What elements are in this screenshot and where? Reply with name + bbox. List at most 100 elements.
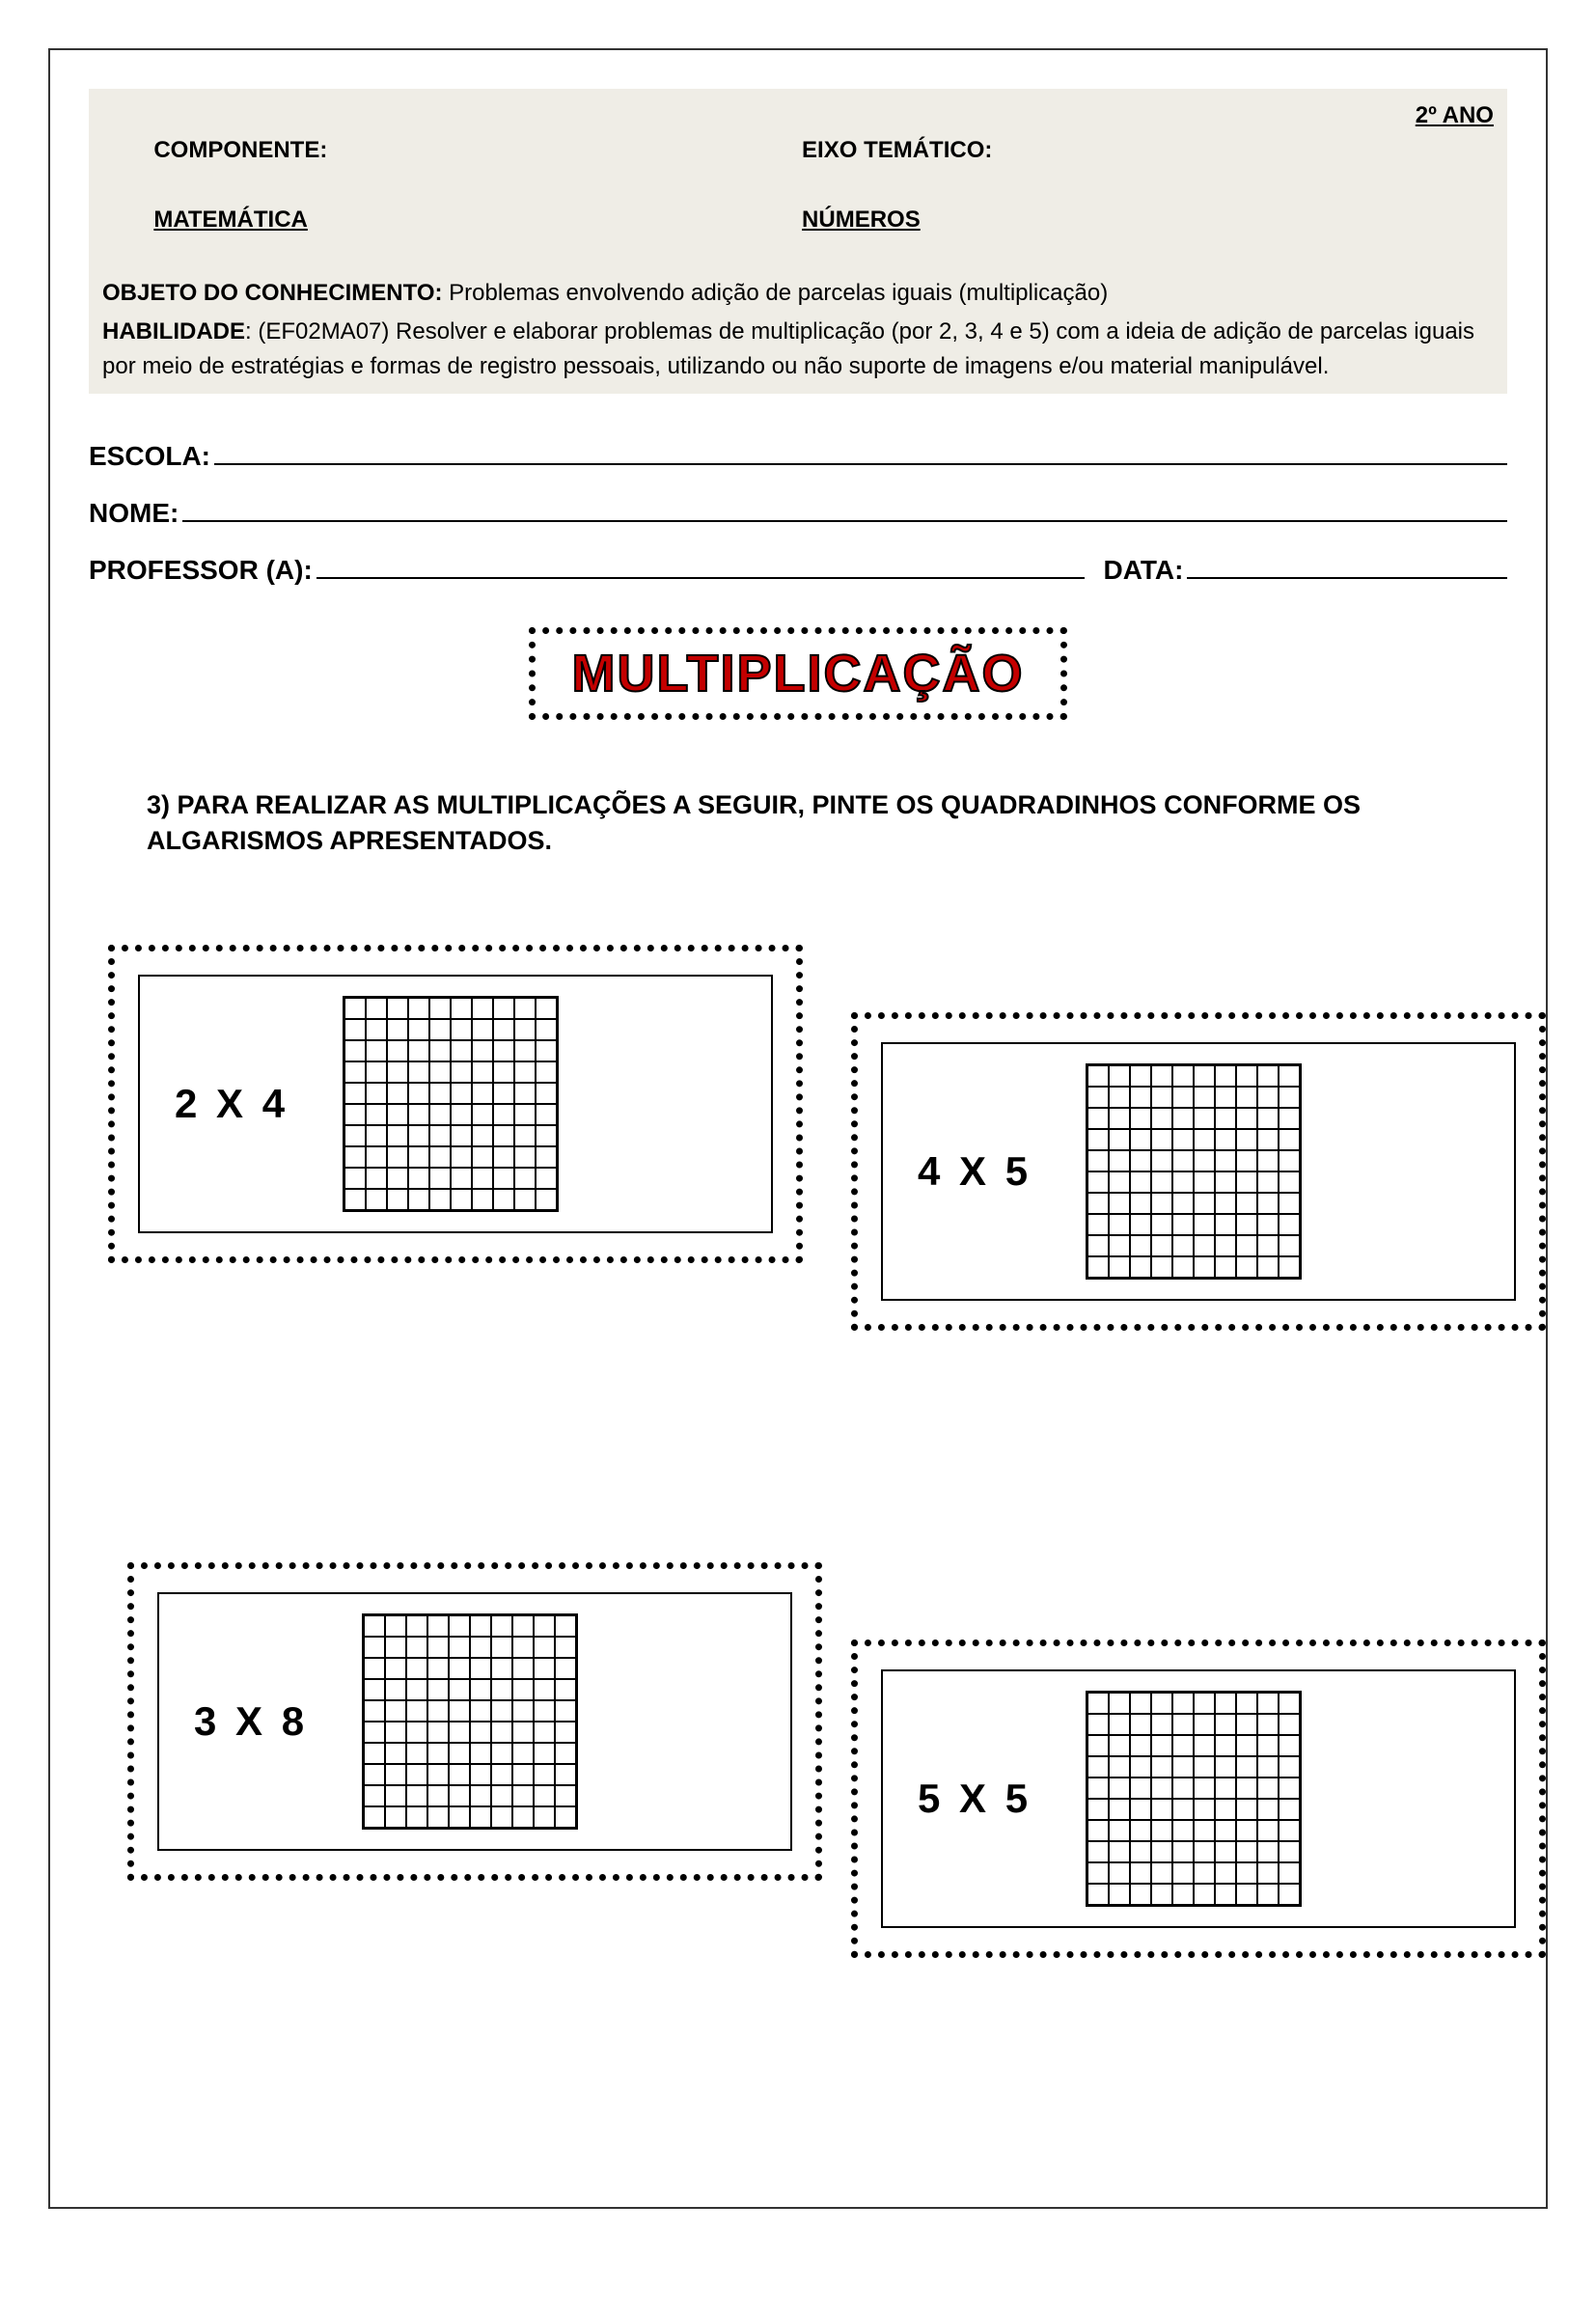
grid-cell[interactable] [534, 1700, 555, 1722]
grid-cell[interactable] [364, 1637, 385, 1658]
grid-cell[interactable] [1109, 1214, 1130, 1235]
grid-cell[interactable] [1151, 1087, 1172, 1108]
grid-cell[interactable] [1194, 1256, 1215, 1278]
grid-cell[interactable] [429, 1019, 451, 1040]
grid-cell[interactable] [1172, 1193, 1194, 1214]
grid-cell[interactable] [1130, 1714, 1151, 1735]
grid-cell[interactable] [470, 1679, 491, 1700]
grid-cell[interactable] [1257, 1778, 1279, 1799]
grid-cell[interactable] [406, 1785, 427, 1806]
grid-cell[interactable] [1279, 1065, 1300, 1087]
grid-cell[interactable] [555, 1785, 576, 1806]
grid-cell[interactable] [429, 1146, 451, 1168]
grid-cell[interactable] [491, 1785, 512, 1806]
grid-cell[interactable] [472, 1125, 493, 1146]
grid-cell[interactable] [1087, 1235, 1109, 1256]
grid-cell[interactable] [514, 1146, 536, 1168]
grid-cell[interactable] [449, 1785, 470, 1806]
grid-cell[interactable] [536, 998, 557, 1019]
grid-cell[interactable] [493, 1019, 514, 1040]
grid-cell[interactable] [1172, 1214, 1194, 1235]
grid-cell[interactable] [1236, 1087, 1257, 1108]
grid-cell[interactable] [1194, 1171, 1215, 1193]
grid-cell[interactable] [344, 1061, 366, 1083]
grid-cell[interactable] [427, 1806, 449, 1828]
grid-cell[interactable] [366, 1104, 387, 1125]
grid-cell[interactable] [1109, 1171, 1130, 1193]
grid-cell[interactable] [1236, 1171, 1257, 1193]
grid-cell[interactable] [366, 1125, 387, 1146]
grid-cell[interactable] [406, 1679, 427, 1700]
grid-cell[interactable] [514, 1019, 536, 1040]
grid-cell[interactable] [1257, 1065, 1279, 1087]
grid-cell[interactable] [555, 1658, 576, 1679]
grid-cell[interactable] [1087, 1256, 1109, 1278]
grid-cell[interactable] [1257, 1841, 1279, 1862]
grid-cell[interactable] [451, 1019, 472, 1040]
grid-cell[interactable] [534, 1764, 555, 1785]
grid-cell[interactable] [1151, 1884, 1172, 1905]
grid-cell[interactable] [1172, 1065, 1194, 1087]
grid-cell[interactable] [364, 1658, 385, 1679]
grid-cell[interactable] [1151, 1862, 1172, 1884]
grid-cell[interactable] [1279, 1693, 1300, 1714]
grid-cell[interactable] [1087, 1214, 1109, 1235]
grid-cell[interactable] [1194, 1735, 1215, 1756]
grid-cell[interactable] [408, 998, 429, 1019]
grid-cell[interactable] [536, 1083, 557, 1104]
grid-cell[interactable] [449, 1658, 470, 1679]
grid-cell[interactable] [449, 1615, 470, 1637]
grid-cell[interactable] [1279, 1171, 1300, 1193]
grid-cell[interactable] [1130, 1129, 1151, 1150]
grid-cell[interactable] [1151, 1129, 1172, 1150]
grid-cell[interactable] [1172, 1778, 1194, 1799]
grid-cell[interactable] [427, 1785, 449, 1806]
grid-cell[interactable] [536, 1040, 557, 1061]
exercise-grid-b[interactable] [1086, 1063, 1302, 1280]
grid-cell[interactable] [1215, 1862, 1236, 1884]
grid-cell[interactable] [1130, 1150, 1151, 1171]
grid-cell[interactable] [408, 1083, 429, 1104]
grid-cell[interactable] [555, 1679, 576, 1700]
grid-cell[interactable] [451, 1061, 472, 1083]
grid-cell[interactable] [514, 1168, 536, 1189]
grid-cell[interactable] [491, 1679, 512, 1700]
grid-cell[interactable] [1109, 1065, 1130, 1087]
grid-cell[interactable] [1172, 1735, 1194, 1756]
grid-cell[interactable] [429, 998, 451, 1019]
grid-cell[interactable] [1172, 1820, 1194, 1841]
grid-cell[interactable] [470, 1785, 491, 1806]
grid-cell[interactable] [512, 1806, 534, 1828]
grid-cell[interactable] [514, 998, 536, 1019]
grid-cell[interactable] [1257, 1714, 1279, 1735]
grid-cell[interactable] [1130, 1820, 1151, 1841]
grid-cell[interactable] [1151, 1235, 1172, 1256]
grid-cell[interactable] [512, 1743, 534, 1764]
grid-cell[interactable] [385, 1615, 406, 1637]
grid-cell[interactable] [427, 1637, 449, 1658]
grid-cell[interactable] [1279, 1778, 1300, 1799]
grid-cell[interactable] [1236, 1778, 1257, 1799]
grid-cell[interactable] [491, 1764, 512, 1785]
grid-cell[interactable] [1194, 1193, 1215, 1214]
grid-cell[interactable] [1109, 1799, 1130, 1820]
grid-cell[interactable] [493, 1125, 514, 1146]
grid-cell[interactable] [534, 1637, 555, 1658]
grid-cell[interactable] [1130, 1171, 1151, 1193]
grid-cell[interactable] [1236, 1235, 1257, 1256]
grid-cell[interactable] [1109, 1735, 1130, 1756]
grid-cell[interactable] [1279, 1108, 1300, 1129]
grid-cell[interactable] [1236, 1214, 1257, 1235]
grid-cell[interactable] [385, 1806, 406, 1828]
grid-cell[interactable] [555, 1743, 576, 1764]
grid-cell[interactable] [472, 1146, 493, 1168]
grid-cell[interactable] [536, 1146, 557, 1168]
grid-cell[interactable] [1194, 1884, 1215, 1905]
grid-cell[interactable] [536, 1125, 557, 1146]
grid-cell[interactable] [451, 1125, 472, 1146]
grid-cell[interactable] [429, 1040, 451, 1061]
grid-cell[interactable] [1087, 1714, 1109, 1735]
grid-cell[interactable] [1215, 1171, 1236, 1193]
grid-cell[interactable] [1109, 1256, 1130, 1278]
grid-cell[interactable] [536, 1061, 557, 1083]
